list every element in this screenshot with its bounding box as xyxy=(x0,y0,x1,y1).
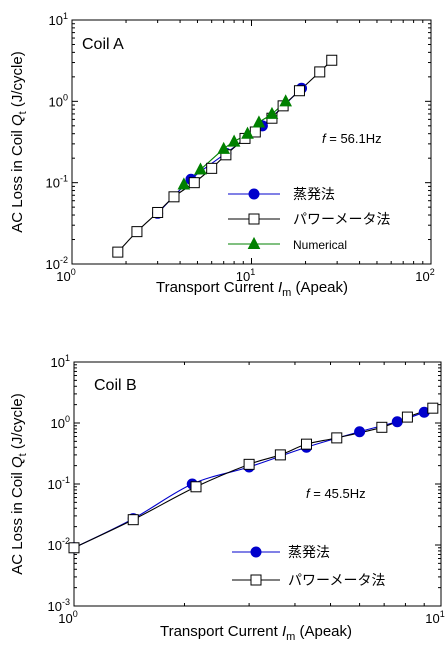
x-tick-label: 100 xyxy=(58,609,77,626)
data-point-square xyxy=(293,85,305,97)
data-point-square xyxy=(68,542,80,554)
y-tick-label: 10-1 xyxy=(48,475,70,492)
chart-coil-a: 100 101 102 10-2 10-1 100 101 Coil A f = 56.1H… xyxy=(9,11,435,299)
y-tick-label: 10-1 xyxy=(46,174,68,191)
data-point-square xyxy=(376,421,388,433)
data-point-square xyxy=(401,411,413,423)
data-point-square xyxy=(427,402,439,414)
data-point-square xyxy=(131,226,143,238)
series-markers-a xyxy=(112,54,338,258)
y-tick-label: 100 xyxy=(49,92,68,109)
legend-marker-circle xyxy=(250,546,262,558)
y-axis-label-b: AC Loss in Coil Qt (J/cycle) xyxy=(9,393,29,574)
x-tick-label: 101 xyxy=(236,267,255,284)
ticks-a xyxy=(71,20,431,265)
legend-marker-triangle xyxy=(247,236,261,249)
tick-labels-a: 100 101 102 10-2 10-1 100 101 xyxy=(46,11,435,284)
plot-frame-b xyxy=(73,361,442,607)
y-tick-label: 100 xyxy=(51,414,70,431)
data-point-square xyxy=(243,458,255,470)
legend-marker-square xyxy=(248,213,260,225)
data-point-triangle xyxy=(194,162,207,175)
data-point-square xyxy=(206,162,218,174)
series-markers-b xyxy=(68,402,439,554)
data-point-square xyxy=(112,246,124,258)
data-point-square xyxy=(188,177,200,189)
legend-label: 蒸発法 xyxy=(293,186,335,202)
data-point-circle xyxy=(354,426,366,438)
legend-marker-circle xyxy=(248,188,260,200)
data-point-square xyxy=(314,66,326,78)
data-point-square xyxy=(168,191,180,203)
panel-label-a: Coil A xyxy=(82,36,124,53)
x-tick-label: 100 xyxy=(56,267,75,284)
x-axis-label-b: Transport Current Im (Apeak) xyxy=(160,623,352,643)
data-point-triangle xyxy=(241,126,254,139)
y-tick-label: 101 xyxy=(49,11,68,28)
y-tick-label: 10-3 xyxy=(48,597,70,614)
data-point-triangle xyxy=(227,134,241,147)
data-point-square xyxy=(127,514,139,526)
data-point-square xyxy=(326,54,338,66)
y-tick-label: 10-2 xyxy=(48,536,70,553)
tick-labels-b: 100 101 10-3 10-2 10-1 100 101 xyxy=(48,353,445,626)
data-point-triangle xyxy=(265,106,279,119)
legend-label: 蒸発法 xyxy=(288,544,330,560)
data-point-triangle xyxy=(177,177,191,190)
legend-label: Numerical xyxy=(293,238,347,252)
frequency-annotation-a: f = 56.1Hz xyxy=(322,131,382,146)
x-tick-label: 102 xyxy=(415,267,434,284)
y-tick-label: 10-2 xyxy=(46,255,68,272)
data-point-triangle xyxy=(217,141,231,154)
legend-marker-square xyxy=(250,574,262,586)
data-point-circle xyxy=(391,416,403,428)
x-axis-label-a: Transport Current Im (Apeak) xyxy=(156,279,348,299)
legend-label: パワーメータ法 xyxy=(288,572,385,588)
data-point-square xyxy=(152,206,164,218)
data-point-square xyxy=(274,449,286,461)
data-point-triangle xyxy=(252,115,266,128)
data-point-triangle xyxy=(279,94,292,107)
chart-coil-b: 100 101 10-3 10-2 10-1 100 101 Coil B f = 45.5… xyxy=(9,353,445,643)
data-point-square xyxy=(190,481,202,493)
data-point-square xyxy=(331,432,343,444)
frequency-annotation-b: f = 45.5Hz xyxy=(306,486,366,501)
data-point-square xyxy=(300,438,312,450)
y-axis-label-a: AC Loss in Coil Qt (J/cycle) xyxy=(9,51,29,232)
y-tick-label: 101 xyxy=(51,353,70,370)
legend-label: パワーメータ法 xyxy=(293,211,390,227)
x-tick-label: 101 xyxy=(425,609,444,626)
panel-label-b: Coil B xyxy=(94,377,137,394)
